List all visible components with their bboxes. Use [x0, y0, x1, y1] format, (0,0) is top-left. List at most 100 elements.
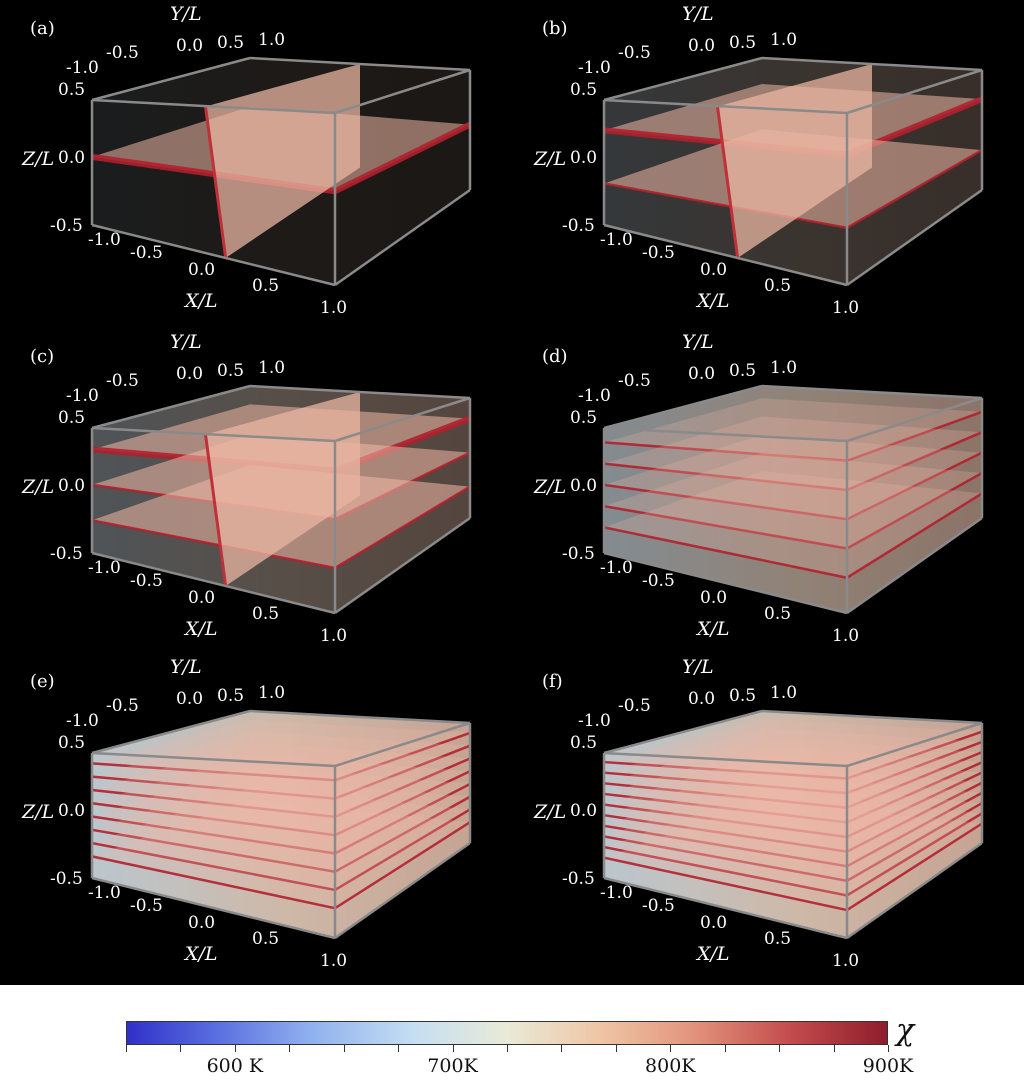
x-axis-title: X/L: [185, 943, 218, 965]
y-tick: -1.0: [66, 58, 99, 78]
colorbar-tick: [398, 1045, 400, 1052]
colorbar-tick: [180, 1045, 182, 1052]
y-tick: 1.0: [258, 30, 286, 50]
y-tick: -0.5: [618, 696, 651, 716]
z-axis-title: Z/L: [22, 476, 55, 498]
z-axis-title: Z/L: [534, 148, 567, 170]
box-edge: [846, 841, 983, 940]
y-tick: 0.5: [217, 33, 245, 53]
colorbar-tick: [615, 1045, 617, 1052]
y-tick: -0.5: [106, 696, 139, 716]
vertical-wall-edge: [716, 106, 740, 259]
panel-f-volume: [602, 709, 984, 940]
y-axis-title: Y/L: [682, 656, 714, 678]
z-axis-title: Z/L: [534, 476, 567, 498]
box-edge: [761, 56, 983, 72]
colorbar-tick: [779, 1045, 781, 1052]
z-tick: 0.0: [58, 801, 86, 821]
panel-f: (f) Y/L X/L Z/L -1.0 -0.5 0.0 0.5 1.0 0.5 0.0 -0.5-…: [512, 653, 1012, 978]
box-edge: [249, 384, 471, 400]
y-axis-title: Y/L: [170, 331, 202, 353]
x-tick: 1.0: [832, 298, 860, 318]
y-tick: 0.5: [729, 33, 757, 53]
box-edge: [603, 56, 763, 102]
y-tick: -0.5: [618, 371, 651, 391]
x-tick: -0.5: [130, 243, 163, 263]
y-tick: -1.0: [578, 386, 611, 406]
x-tick: 0.5: [764, 929, 792, 949]
x-tick: -1.0: [600, 230, 633, 250]
x-tick: -1.0: [600, 558, 633, 578]
colorbar-symbol: χ: [896, 1013, 915, 1048]
x-tick: 0.0: [700, 588, 728, 608]
box-edge: [91, 551, 336, 615]
y-tick: 0.0: [176, 689, 204, 709]
colorbar-tick: [234, 1045, 236, 1052]
volume-fill: [604, 386, 982, 613]
box-edge: [761, 709, 983, 725]
x-tick: -0.5: [642, 243, 675, 263]
z-tick: 0.0: [570, 801, 598, 821]
z-axis-title: Z/L: [534, 801, 567, 823]
z-axis-title: Z/L: [22, 148, 55, 170]
box-edge: [334, 721, 471, 768]
box-edge: [91, 223, 336, 287]
box-edge: [249, 709, 471, 725]
z-tick: 0.0: [570, 148, 598, 168]
panel-label: (a): [30, 18, 55, 39]
x-tick: -0.5: [130, 571, 163, 591]
box-edge: [603, 384, 763, 430]
x-tick: -1.0: [88, 883, 121, 903]
colorbar-tick: [507, 1045, 508, 1052]
box-edge: [334, 841, 471, 940]
colorbar-label: 900K: [862, 1055, 914, 1077]
box-edge: [846, 721, 983, 768]
x-tick: -0.5: [642, 896, 675, 916]
x-tick: 0.0: [188, 260, 216, 280]
x-tick: 0.0: [700, 913, 728, 933]
x-tick: 0.5: [252, 276, 280, 296]
z-tick: 0.0: [570, 476, 598, 496]
y-tick: 1.0: [770, 30, 798, 50]
x-tick: -1.0: [88, 230, 121, 250]
y-tick: 0.0: [688, 689, 716, 709]
box-edge: [91, 751, 336, 768]
colorbar-gradient: [126, 1021, 888, 1045]
z-tick: 0.5: [570, 408, 598, 428]
z-tick: 0.0: [58, 476, 86, 496]
box-edge: [334, 68, 471, 115]
z-tick: 0.5: [570, 733, 598, 753]
panel-e: (e) Y/L X/L Z/L -1.0 -0.5 0.0 0.5 1.0 0.5 0.0 -0.5-…: [0, 653, 500, 978]
x-tick: 0.5: [252, 604, 280, 624]
colorbar-tick: [561, 1045, 563, 1052]
box-edge: [603, 876, 848, 940]
box-edge: [846, 396, 983, 443]
panel-e-volume: [90, 709, 472, 940]
panel-d: (d) Y/L X/L Z/L -1.0 -0.5 0.0 0.5 1.0 0.5 0.0 -0.5-…: [512, 328, 1012, 653]
x-axis-title: X/L: [185, 618, 218, 640]
y-tick: -0.5: [106, 371, 139, 391]
z-tick: -0.5: [50, 216, 83, 236]
box-edge: [91, 876, 336, 940]
x-tick: 1.0: [320, 626, 348, 646]
x-axis-title: X/L: [697, 290, 730, 312]
colorbar-label: 600 K: [206, 1055, 264, 1077]
z-tick: 0.5: [58, 408, 86, 428]
box-edge: [91, 709, 251, 755]
z-tick: -0.5: [562, 216, 595, 236]
box-edge: [91, 426, 336, 443]
x-tick: 0.0: [700, 260, 728, 280]
panel-label: (b): [542, 18, 568, 39]
z-tick: 0.5: [570, 80, 598, 100]
y-tick: -1.0: [578, 711, 611, 731]
x-tick: -1.0: [600, 883, 633, 903]
x-axis-title: X/L: [697, 943, 730, 965]
y-tick: 1.0: [258, 683, 286, 703]
box-edge: [846, 188, 983, 287]
box-edge: [91, 384, 251, 430]
y-tick: 0.0: [688, 364, 716, 384]
x-tick: 0.0: [188, 913, 216, 933]
box-edge: [334, 188, 471, 287]
box-edge: [846, 516, 983, 615]
y-axis-title: Y/L: [170, 3, 202, 25]
